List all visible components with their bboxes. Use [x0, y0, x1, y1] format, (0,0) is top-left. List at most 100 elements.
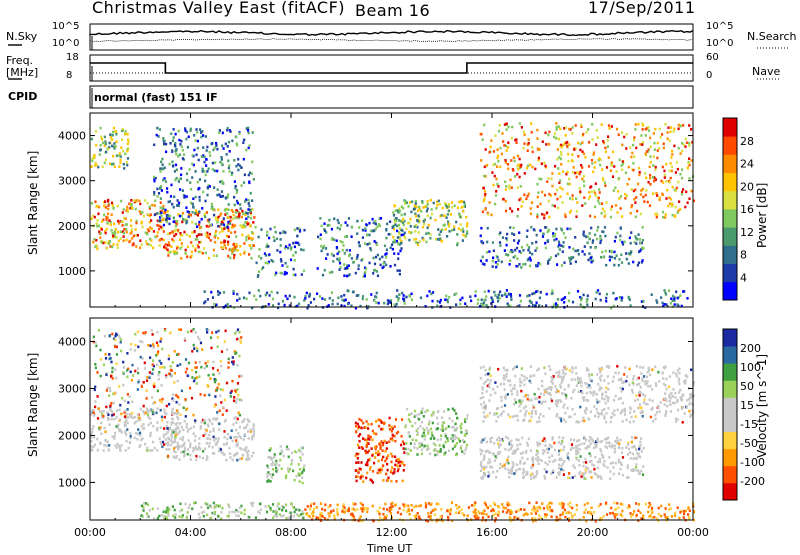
heatmap-cell [390, 470, 392, 473]
heatmap-cell [229, 456, 231, 459]
heatmap-cell [530, 301, 532, 304]
heatmap-cell [595, 298, 597, 301]
heatmap-cell [221, 158, 223, 161]
heatmap-cell [201, 348, 203, 351]
heatmap-cell [517, 448, 519, 451]
heatmap-cell [521, 367, 523, 370]
heatmap-cell [637, 123, 639, 126]
heatmap-cell [584, 382, 586, 385]
heatmap-cell [576, 176, 578, 179]
heatmap-cell [596, 229, 598, 232]
heatmap-cell [161, 366, 163, 369]
colorbar-tick-label: 20 [740, 180, 754, 193]
heatmap-cell [197, 147, 199, 150]
heatmap-cell [531, 410, 533, 413]
heatmap-cell [149, 376, 151, 379]
heatmap-cell [143, 381, 145, 384]
heatmap-cell [520, 185, 522, 188]
heatmap-cell [565, 394, 567, 397]
heatmap-cell [170, 369, 172, 372]
heatmap-cell [686, 297, 688, 300]
heatmap-cell [156, 364, 158, 367]
heatmap-cell [114, 392, 116, 395]
heatmap-cell [175, 164, 177, 167]
heatmap-cell [588, 252, 590, 255]
heatmap-cell [231, 250, 233, 253]
heatmap-cell [498, 293, 500, 296]
heatmap-cell [185, 222, 187, 225]
heatmap-cell [129, 240, 131, 243]
heatmap-cell [171, 238, 173, 241]
heatmap-cell [107, 413, 109, 416]
heatmap-cell [376, 292, 378, 295]
heatmap-cell [583, 294, 585, 297]
heatmap-cell [659, 411, 661, 414]
heatmap-cell [547, 463, 549, 466]
heatmap-cell [167, 254, 169, 257]
heatmap-cell [601, 168, 603, 171]
heatmap-cell [196, 366, 198, 369]
heatmap-cell [273, 464, 275, 467]
heatmap-cell [407, 453, 409, 456]
heatmap-cell [662, 211, 664, 214]
heatmap-cell [548, 365, 550, 368]
heatmap-cell [441, 416, 443, 419]
heatmap-cell [519, 122, 521, 125]
heatmap-cell [355, 422, 357, 425]
heatmap-cell [188, 507, 190, 510]
heatmap-cell [667, 138, 669, 141]
heatmap-cell [195, 209, 197, 212]
heatmap-cell [213, 208, 215, 211]
heatmap-cell [191, 369, 193, 372]
heatmap-cell [649, 385, 651, 388]
heatmap-cell [501, 406, 503, 409]
heatmap-cell [162, 441, 164, 444]
heatmap-cell [632, 144, 634, 147]
heatmap-cell [606, 166, 608, 169]
freq-strip-frame [90, 55, 693, 81]
heatmap-cell [637, 183, 639, 186]
heatmap-cell [258, 248, 260, 251]
heatmap-cell [223, 224, 225, 227]
heatmap-cell [613, 414, 615, 417]
heatmap-cell [404, 232, 406, 235]
heatmap-cell [287, 247, 289, 250]
heatmap-cell [217, 440, 219, 443]
heatmap-cell [676, 187, 678, 190]
heatmap-cell [365, 223, 367, 226]
heatmap-cell [233, 243, 235, 246]
heatmap-cell [358, 440, 360, 443]
heatmap-cell [513, 472, 515, 475]
heatmap-cell [260, 228, 262, 231]
heatmap-cell [250, 257, 252, 260]
heatmap-cell [669, 170, 671, 173]
heatmap-cell [522, 249, 524, 252]
heatmap-cell [492, 260, 494, 263]
heatmap-cell [559, 196, 561, 199]
heatmap-cell [391, 455, 393, 458]
heatmap-cell [596, 291, 598, 294]
heatmap-cell [217, 290, 219, 293]
heatmap-cell [221, 227, 223, 230]
heatmap-cell [156, 188, 158, 191]
heatmap-cell [405, 296, 407, 299]
heatmap-cell [414, 212, 416, 215]
heatmap-cell [527, 458, 529, 461]
heatmap-cell [499, 232, 501, 235]
heatmap-cell [249, 210, 251, 213]
heatmap-cell [455, 303, 457, 306]
heatmap-cell [516, 444, 518, 447]
heatmap-cell [547, 239, 549, 242]
heatmap-cell [673, 388, 675, 391]
heatmap-cell [663, 143, 665, 146]
heatmap-cell [230, 216, 232, 219]
heatmap-cell [652, 192, 654, 195]
heatmap-cell [665, 163, 667, 166]
heatmap-cell [377, 454, 379, 457]
heatmap-cell [139, 247, 141, 250]
heatmap-cell [613, 409, 615, 412]
heatmap-cell [588, 141, 590, 144]
heatmap-cell [215, 418, 217, 421]
heatmap-cell [558, 371, 560, 374]
heatmap-cell [581, 420, 583, 423]
